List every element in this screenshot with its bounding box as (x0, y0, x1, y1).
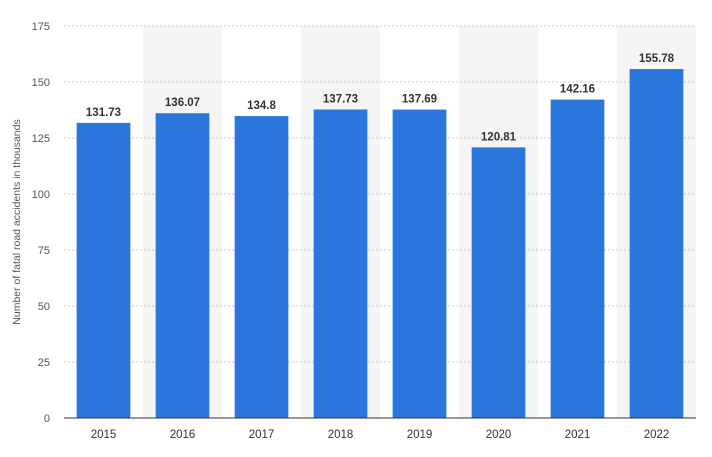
bars (76, 69, 684, 419)
data-label: 134.8 (247, 100, 276, 112)
data-label: 136.07 (165, 97, 200, 109)
y-tick-label: 25 (38, 357, 50, 369)
data-label: 142.16 (560, 84, 595, 96)
data-label: 137.73 (323, 93, 358, 105)
data-label: 131.73 (86, 107, 121, 119)
y-axis-ticks: 0 25 50 75 100 125 150 175 (32, 21, 50, 425)
x-tick-label: 2015 (91, 429, 117, 441)
x-tick-label: 2022 (644, 429, 670, 441)
y-tick-label: 175 (32, 21, 50, 33)
x-axis-labels: 2015 2016 2017 2018 2019 2020 2021 2022 (91, 429, 670, 441)
data-label: 120.81 (481, 131, 517, 143)
y-tick-label: 100 (32, 189, 50, 201)
bar-2016[interactable] (155, 113, 210, 419)
x-tick-label: 2021 (565, 429, 591, 441)
y-axis-title: Number of fatal road accidents in thousa… (11, 119, 23, 324)
bar-2020[interactable] (471, 147, 526, 418)
bar-2022[interactable] (629, 69, 684, 419)
x-tick-label: 2017 (249, 429, 275, 441)
bar-2017[interactable] (234, 116, 289, 418)
bar-2021[interactable] (550, 99, 605, 419)
y-tick-label: 50 (38, 301, 50, 313)
data-labels: 131.73 136.07 134.8 137.73 137.69 120.81 142.1… (86, 53, 675, 143)
x-tick-label: 2018 (328, 429, 354, 441)
x-tick-label: 2020 (486, 429, 512, 441)
y-tick-label: 0 (44, 413, 50, 425)
data-label: 137.69 (402, 94, 437, 106)
x-tick-label: 2019 (407, 429, 433, 441)
data-label: 155.78 (639, 53, 675, 65)
y-tick-label: 150 (32, 77, 50, 89)
bar-2015[interactable] (76, 122, 131, 418)
y-tick-label: 125 (32, 133, 50, 145)
y-tick-label: 75 (38, 245, 50, 257)
x-tick-label: 2016 (170, 429, 196, 441)
bar-2019[interactable] (392, 109, 447, 418)
bar-2018[interactable] (313, 109, 368, 418)
